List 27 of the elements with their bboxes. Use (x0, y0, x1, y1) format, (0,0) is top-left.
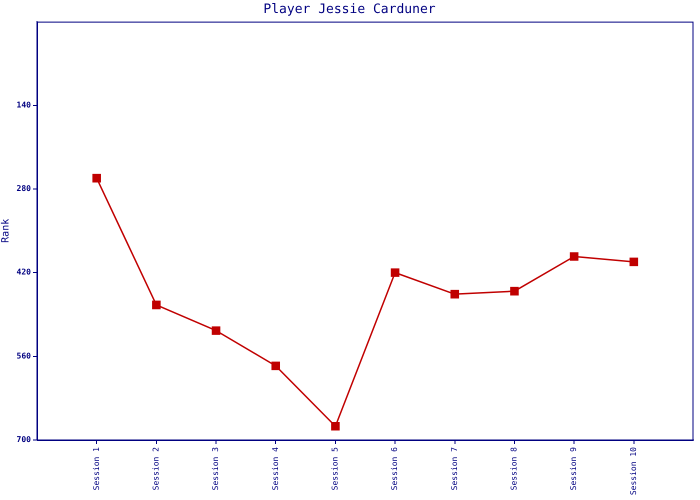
point (570, 252, 578, 261)
y-tick-label: 420 (16, 268, 32, 277)
x-tick-label: Session 4 (270, 446, 280, 490)
chart-title: Player Jessie Carduner (263, 2, 436, 18)
y-tick-label: 700 (16, 435, 32, 444)
point (390, 268, 400, 277)
y-tick-label: 280 (16, 184, 32, 194)
point (212, 326, 220, 335)
point (450, 290, 460, 298)
point (630, 258, 638, 266)
point (510, 286, 519, 296)
y-axis-title: Rank (0, 218, 12, 243)
point (271, 362, 280, 370)
x-tick-label: Session 7 (450, 446, 459, 490)
point (152, 300, 161, 310)
x-tick-label: Session 9 (569, 446, 578, 490)
x-tick-label: Session 3 (211, 446, 220, 490)
x-tick-label: Session 5 (330, 446, 340, 490)
y-tick-label: 140 (16, 100, 32, 110)
x-tick-label: Session 6 (390, 446, 400, 490)
point (92, 174, 101, 182)
x-tick-label: Session 2 (151, 446, 160, 490)
x-tick-label: Session 1 (92, 446, 101, 490)
x-tick-label: Session 10 (628, 446, 638, 496)
y-tick-label: 560 (16, 351, 32, 360)
x-tick-label: Session 8 (510, 446, 519, 490)
point (331, 422, 340, 431)
